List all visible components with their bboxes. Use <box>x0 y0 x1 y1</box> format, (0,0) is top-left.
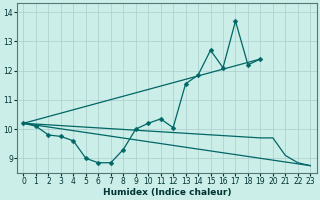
X-axis label: Humidex (Indice chaleur): Humidex (Indice chaleur) <box>103 188 231 197</box>
